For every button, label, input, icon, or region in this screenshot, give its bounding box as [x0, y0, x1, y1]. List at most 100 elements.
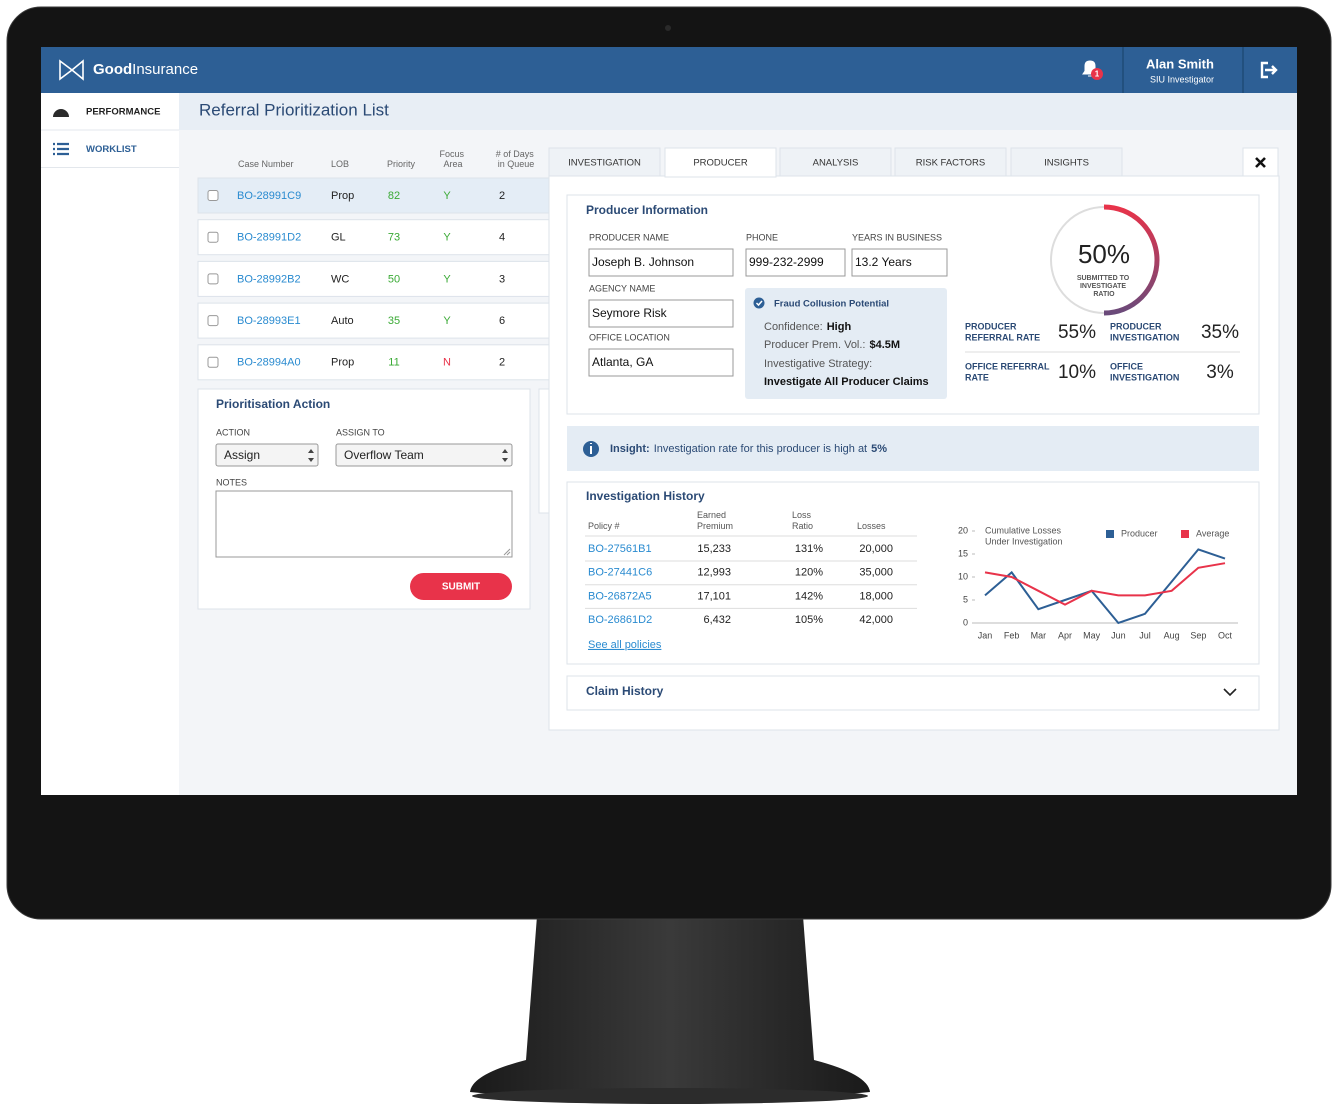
submit-button[interactable]: [410, 573, 512, 600]
text-line: Ratio: [792, 521, 813, 531]
text-part: Insurance: [132, 61, 198, 78]
see-all-link[interactable]: See all policies: [588, 639, 662, 651]
text-part: High: [827, 321, 852, 333]
case-link[interactable]: BO-28991C9: [237, 190, 301, 202]
policy-link[interactable]: BO-27561B1: [588, 543, 652, 555]
case-link[interactable]: BO-28991D2: [237, 232, 301, 244]
input[interactable]: [851, 248, 948, 277]
case-link[interactable]: BO-28994A0: [237, 357, 301, 369]
gauge-caption: SUBMITTED TO INVESTIGATE RATIO: [1077, 275, 1131, 298]
text-line: INVESTIGATION: [1110, 333, 1179, 343]
claim-history-card[interactable]: [566, 675, 1260, 711]
column-header: # of Days in Queue: [496, 149, 537, 169]
card-title: Prioritisation Action: [216, 397, 330, 411]
column-header: Losses: [857, 521, 886, 531]
column-header: Earned Premium: [697, 510, 733, 531]
policy-link[interactable]: BO-26861D2: [588, 614, 652, 626]
field-label: PRODUCER NAME: [589, 232, 669, 242]
policy-link[interactable]: BO-27441C6: [588, 567, 652, 579]
input-value: 999-232-2999: [749, 255, 824, 269]
cell: 15,233: [697, 543, 731, 555]
input[interactable]: [588, 348, 734, 377]
fraud-title: Fraud Collusion Potential: [774, 299, 889, 310]
page-title: Referral Prioritization List: [199, 100, 389, 119]
checkbox[interactable]: [207, 356, 219, 368]
cell: 142%: [795, 590, 823, 602]
notes-textarea[interactable]: [215, 490, 513, 558]
tab-label: RISK FACTORS: [916, 158, 986, 169]
field-label: PHONE: [746, 232, 778, 242]
worklist-row[interactable]: [197, 260, 550, 297]
cell: 11: [388, 357, 399, 369]
check-icon: [753, 297, 765, 309]
cell: Auto: [331, 315, 354, 327]
insight-bar: [567, 426, 1259, 471]
text-line: INVESTIGATION: [1110, 373, 1179, 383]
text-line: OFFICE REFERRAL: [965, 362, 1052, 372]
gauge-arc: [1103, 204, 1160, 316]
tab[interactable]: [664, 147, 777, 178]
worklist-row[interactable]: [197, 302, 550, 339]
text-line: REFERRAL RATE: [965, 333, 1040, 343]
input[interactable]: [745, 248, 846, 277]
stat-label: PRODUCER REFERRAL RATE: [965, 322, 1040, 343]
tab[interactable]: [779, 147, 892, 177]
worklist-row[interactable]: [197, 344, 550, 381]
x-tick-label: Aug: [1164, 630, 1180, 640]
tab-label: INSIGHTS: [1044, 158, 1089, 169]
stat-value: 10%: [1058, 362, 1096, 383]
input[interactable]: [588, 299, 734, 328]
y-tick-label: 10: [958, 571, 968, 581]
case-link[interactable]: BO-28992B2: [237, 273, 301, 285]
tab[interactable]: [548, 147, 661, 177]
text-line: Cumulative Losses: [985, 526, 1064, 536]
policy-link[interactable]: BO-26872A5: [588, 590, 652, 602]
top-bar: [41, 47, 1297, 93]
cell: 6: [499, 315, 505, 327]
legend-label: Average: [1196, 528, 1229, 538]
cell: WC: [331, 273, 349, 285]
y-tick-label: 5: [963, 594, 968, 604]
tab[interactable]: [894, 147, 1007, 177]
sidebar-item: WORKLIST: [86, 144, 137, 155]
checkbox[interactable]: [207, 190, 219, 201]
tab-label: INVESTIGATION: [568, 158, 641, 169]
history-card: [566, 481, 1260, 665]
checkbox[interactable]: [207, 231, 219, 243]
y-tick-label: 0: [963, 617, 968, 627]
select-value: Assign: [224, 448, 260, 462]
rich-text: Confidence: High: [764, 321, 851, 333]
text-part: Producer Prem. Vol.:: [764, 339, 866, 351]
check-mark: [755, 300, 763, 307]
resize-handle: [503, 548, 511, 556]
select-value: Overflow Team: [344, 448, 424, 462]
input-value: Joseph B. Johnson: [592, 255, 694, 269]
cell: Y: [443, 232, 451, 244]
select[interactable]: [335, 443, 513, 467]
text-line: Priority: [387, 159, 416, 169]
close-button[interactable]: [1242, 147, 1279, 177]
case-link[interactable]: BO-28993E1: [237, 315, 301, 327]
checkbox[interactable]: [207, 273, 219, 285]
user-role: SIU Investigator: [1150, 74, 1214, 84]
tab[interactable]: [1010, 147, 1123, 177]
card-title: Producer Information: [586, 203, 708, 217]
submit-label: SUBMIT: [442, 582, 480, 593]
cell: Prop: [331, 190, 354, 202]
text-line: Case Number: [238, 159, 294, 169]
monitor-stand: [470, 916, 870, 1102]
select[interactable]: [215, 443, 319, 467]
input[interactable]: [588, 248, 734, 277]
column-header: Focus Area: [439, 149, 466, 169]
cell: 2: [499, 357, 505, 369]
column-header: LOB: [331, 159, 349, 169]
text-part: Insight:: [610, 443, 650, 455]
cell: N: [443, 357, 451, 369]
text-line: PRODUCER: [1110, 322, 1164, 332]
checkbox[interactable]: [207, 315, 219, 327]
field-label: YEARS IN BUSINESS: [852, 232, 942, 242]
text-line: Earned: [697, 510, 729, 520]
logo: [59, 59, 84, 81]
tab-label: ANALYSIS: [813, 158, 859, 169]
